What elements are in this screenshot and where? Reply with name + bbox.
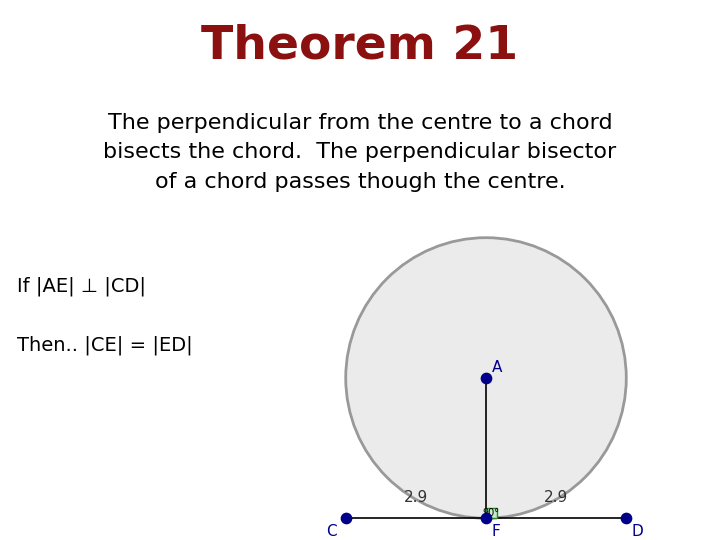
Text: C: C (326, 524, 337, 539)
Text: Then.. |CE| = |ED|: Then.. |CE| = |ED| (17, 335, 193, 355)
Point (340, 514, 351, 523)
Point (480, 374, 492, 382)
Point (480, 514, 492, 523)
Text: 2.9: 2.9 (404, 490, 428, 505)
Text: 90°: 90° (483, 508, 500, 518)
Bar (486, 508, 497, 518)
Text: 2.9: 2.9 (544, 490, 568, 505)
Text: If |AE| ⊥ |CD|: If |AE| ⊥ |CD| (17, 277, 146, 296)
Text: Theorem 21: Theorem 21 (202, 23, 518, 69)
Text: The perpendicular from the centre to a chord
bisects the chord.  The perpendicul: The perpendicular from the centre to a c… (104, 113, 616, 192)
Circle shape (346, 238, 626, 518)
Text: A: A (492, 360, 502, 375)
Text: F: F (492, 524, 500, 539)
Point (621, 514, 632, 523)
Text: D: D (632, 524, 644, 539)
